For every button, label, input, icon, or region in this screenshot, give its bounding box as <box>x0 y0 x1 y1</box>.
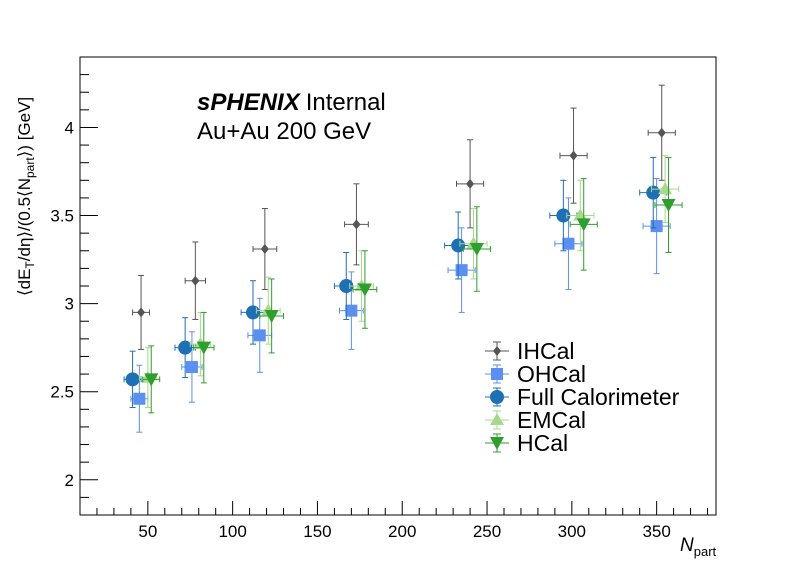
data-point <box>264 309 279 323</box>
data-point <box>345 304 358 317</box>
data-point <box>352 219 361 230</box>
x-axis-title: Npart <box>680 535 717 559</box>
data-point <box>196 341 211 355</box>
x-tick-label: 50 <box>138 522 157 541</box>
annotation-internal: Internal <box>306 89 386 116</box>
series-ihcal <box>132 84 676 350</box>
y-axis-title: ⟨dET/dη⟩/(0.5⟨Npart⟩) [GeV] <box>15 97 37 296</box>
data-point <box>661 198 676 212</box>
legend-label: OHCal <box>517 361 586 387</box>
data-point <box>253 329 266 342</box>
legend-marker <box>490 437 504 450</box>
y-axis-title-p2: /dη⟩/(0.5⟨N <box>15 178 34 261</box>
data-point <box>451 238 466 253</box>
data-point <box>133 392 146 405</box>
legend-label: EMCal <box>517 407 586 433</box>
data-point <box>245 305 260 320</box>
legend-entry: EMCal <box>485 407 586 433</box>
data-point <box>556 208 571 223</box>
data-point <box>657 127 666 138</box>
y-axis-title-p1-sub: T <box>23 261 37 269</box>
x-axis-title-main: N <box>680 535 694 556</box>
data-point <box>576 218 591 232</box>
legend-entry: IHCal <box>485 338 575 364</box>
data-point <box>260 244 269 255</box>
legend-label: HCal <box>517 430 568 456</box>
x-tick-label: 200 <box>388 522 416 541</box>
data-point <box>144 373 159 387</box>
legend-entry: Full Calorimeter <box>485 384 680 410</box>
legend-marker <box>490 390 504 404</box>
data-point <box>455 264 468 277</box>
x-tick-label: 150 <box>303 522 331 541</box>
y-tick-label: 4 <box>65 118 74 137</box>
x-tick-label: 100 <box>218 522 246 541</box>
y-tick-label: 2.5 <box>50 383 74 402</box>
x-tick-label: 350 <box>642 522 670 541</box>
annotation-sphenix: sPHENIX <box>197 89 302 116</box>
data-marks <box>123 84 683 433</box>
legend-label: IHCal <box>517 338 575 364</box>
data-point <box>357 283 372 297</box>
y-axis-title-p2-sub: part <box>23 157 37 178</box>
series-hcal <box>142 156 683 414</box>
data-point <box>469 243 484 257</box>
data-point <box>137 307 146 318</box>
data-point <box>569 150 578 161</box>
annotation-line1: sPHENIX Internal <box>197 89 386 116</box>
x-tick-label: 300 <box>558 522 586 541</box>
legend-marker <box>493 346 501 356</box>
legend-marker <box>490 413 504 425</box>
data-point <box>562 237 575 250</box>
data-point <box>185 361 198 374</box>
y-axis-title-p1: ⟨dE <box>15 269 34 296</box>
data-point <box>466 178 475 189</box>
x-tick-label: 250 <box>473 522 501 541</box>
data-point <box>178 340 193 355</box>
data-point <box>339 279 354 293</box>
axis-ticks: 50 100 150 200 250 300 350 2 2.5 3 3.5 4 <box>50 74 709 541</box>
data-point <box>650 220 663 233</box>
data-point <box>646 185 661 200</box>
legend-marker <box>491 368 503 380</box>
legend-entry: HCal <box>485 430 568 456</box>
y-tick-label: 2 <box>65 471 74 490</box>
data-point <box>191 275 200 286</box>
legend-label: Full Calorimeter <box>517 384 680 410</box>
annotation-line2: Au+Au 200 GeV <box>197 118 371 145</box>
y-tick-label: 3 <box>65 295 74 314</box>
data-point <box>125 372 140 387</box>
y-axis-title-p3: ⟩) [GeV] <box>15 97 34 157</box>
y-tick-label: 3.5 <box>50 207 74 226</box>
legend-entry: OHCal <box>485 361 586 387</box>
x-axis-title-sub: part <box>694 544 717 559</box>
